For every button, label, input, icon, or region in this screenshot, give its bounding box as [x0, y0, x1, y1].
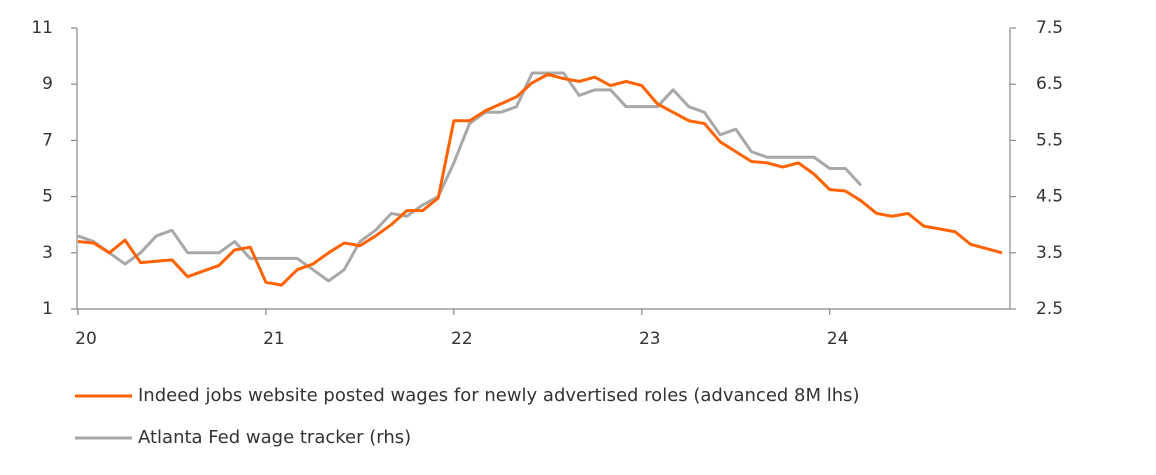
x-tick-label: 22	[451, 329, 473, 349]
x-tick-label: 23	[639, 329, 661, 349]
y-tick-label: 3	[42, 243, 53, 263]
y-tick-label: 9	[42, 74, 53, 94]
y2-tick-label: 2.5	[1036, 299, 1063, 319]
y-tick-label: 7	[42, 130, 53, 150]
y-tick-label: 1	[42, 299, 53, 319]
x-tick-label: 20	[75, 329, 97, 349]
series-line	[77, 72, 1003, 287]
y2-tick-label: 6.5	[1036, 74, 1063, 94]
y2-tick-label: 3.5	[1036, 243, 1063, 263]
y2-tick-label: 4.5	[1036, 187, 1063, 207]
x-tick-label: 21	[263, 329, 285, 349]
x-tick-label: 24	[827, 329, 849, 349]
legend-label: Atlanta Fed wage tracker (rhs)	[138, 427, 411, 448]
y2-tick-label: 5.5	[1036, 130, 1063, 150]
series-line	[77, 71, 863, 283]
y-tick-label: 11	[31, 18, 53, 38]
y-tick-label: 5	[42, 187, 53, 207]
y2-tick-label: 7.5	[1036, 18, 1063, 38]
legend-label: Indeed jobs website posted wages for new…	[138, 385, 860, 406]
